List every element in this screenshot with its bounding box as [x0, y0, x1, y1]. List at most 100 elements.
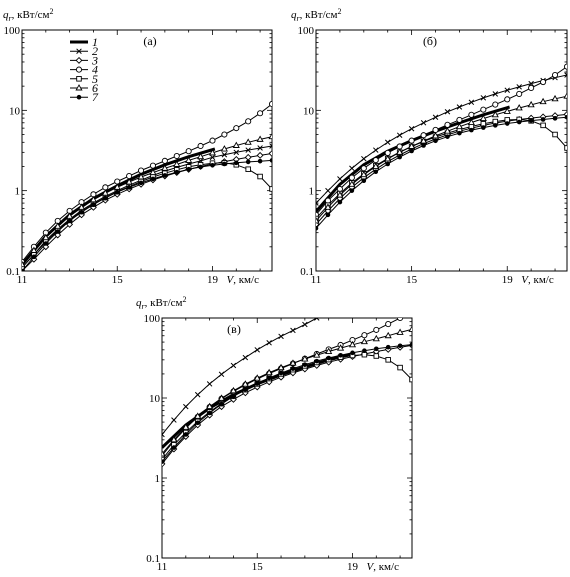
data-point-series-5	[257, 173, 263, 180]
data-point-series-7	[385, 161, 391, 167]
data-point-series-7	[316, 226, 319, 231]
data-point-series-2	[230, 362, 237, 369]
series-line-5	[22, 162, 272, 269]
data-point-series-6	[208, 149, 217, 156]
data-point-series-7	[91, 202, 96, 207]
legend-label-4: 4	[92, 63, 98, 77]
data-point-series-5	[409, 376, 412, 383]
data-point-series-6	[170, 435, 178, 443]
data-point-series-7	[269, 158, 272, 163]
data-point-series-7	[504, 121, 510, 126]
y-tick-label: 10	[149, 393, 161, 405]
data-point-series-2	[302, 321, 308, 328]
data-point-series-6	[515, 104, 523, 111]
y-tick-label: 1	[309, 186, 315, 198]
data-point-series-6	[527, 100, 535, 108]
data-point-series-7	[338, 352, 343, 358]
data-point-series-2	[254, 347, 260, 353]
data-point-series-6	[244, 138, 252, 145]
data-point-series-4	[420, 132, 427, 139]
data-point-series-6	[420, 137, 428, 144]
data-point-series-6	[408, 325, 412, 332]
legend-label-3: 3	[91, 53, 98, 67]
data-point-series-7	[171, 445, 177, 450]
series-group	[316, 63, 567, 231]
data-point-series-2	[361, 155, 367, 162]
data-point-series-6	[563, 92, 567, 99]
series-line-7	[162, 344, 412, 463]
y-tick-label: 10	[9, 105, 21, 117]
data-point-series-2	[194, 391, 201, 398]
data-point-series-2	[162, 431, 165, 438]
data-point-series-6	[539, 97, 547, 105]
data-point-series-7	[162, 459, 165, 464]
data-point-series-2	[564, 72, 567, 78]
y-axis-label: qr, кВт/см2	[3, 7, 54, 23]
data-point-series-6	[360, 337, 368, 345]
data-point-series-6	[325, 347, 333, 354]
legend-marker-3	[75, 56, 83, 64]
data-point-series-2	[278, 333, 284, 340]
data-point-series-7	[397, 343, 403, 349]
data-point-series-2	[221, 151, 228, 158]
data-point-series-6	[467, 118, 475, 125]
x-axis-label: V, км/с	[226, 274, 259, 286]
data-point-series-4	[360, 165, 367, 172]
series-line-7	[22, 159, 272, 271]
data-point-series-4	[126, 173, 133, 180]
data-point-series-2	[408, 125, 415, 132]
data-point-series-4	[161, 157, 168, 164]
data-point-series-6	[289, 359, 297, 366]
data-point-series-7	[114, 189, 120, 195]
data-point-series-2	[316, 200, 319, 206]
legend-label-5: 5	[92, 72, 98, 86]
series-line-5	[316, 118, 567, 219]
data-point-series-7	[266, 375, 272, 381]
data-point-series-4	[361, 332, 368, 339]
data-point-series-4	[173, 152, 180, 160]
data-point-series-6	[194, 412, 202, 419]
data-point-series-6	[268, 132, 272, 140]
x-tick-label: 19	[502, 274, 514, 286]
data-point-series-7	[445, 134, 450, 139]
data-point-series-7	[326, 355, 331, 361]
data-point-series-7	[79, 209, 84, 215]
x-tick-label: 15	[112, 274, 124, 286]
data-point-series-7	[540, 117, 546, 122]
series-group	[162, 318, 412, 468]
series-line-3	[316, 113, 567, 225]
data-point-series-2	[384, 139, 391, 146]
data-point-series-7	[207, 410, 212, 416]
x-tick-label: 15	[406, 274, 418, 286]
data-point-series-2	[349, 165, 355, 172]
data-point-series-4	[197, 142, 204, 150]
data-point-series-6	[161, 164, 169, 171]
data-point-series-5	[385, 357, 391, 363]
panel-title: (а)	[143, 34, 156, 48]
data-point-series-6	[348, 180, 356, 187]
data-point-series-6	[316, 217, 320, 224]
plot-frame	[315, 29, 568, 272]
data-point-series-7	[183, 432, 189, 437]
data-point-series-6	[551, 94, 559, 102]
plot-frame	[161, 317, 413, 559]
data-point-series-2	[373, 147, 379, 153]
data-point-series-7	[254, 381, 260, 386]
data-point-series-7	[564, 114, 567, 120]
data-point-series-7	[195, 420, 201, 426]
x-tick-label: 19	[347, 561, 359, 573]
y-axis-label: qr, кВт/см2	[291, 7, 342, 23]
data-point-series-3	[66, 220, 74, 228]
data-point-series-7	[138, 180, 144, 186]
data-point-series-2	[480, 95, 487, 101]
data-point-series-7	[22, 268, 25, 271]
data-point-series-7	[162, 173, 168, 178]
data-point-series-7	[469, 127, 474, 133]
series-line-4	[22, 103, 272, 263]
data-point-series-4	[563, 63, 567, 70]
data-point-series-6	[336, 191, 344, 198]
data-point-series-7	[290, 366, 296, 371]
y-tick-label: 10	[303, 105, 315, 117]
data-point-series-2	[528, 80, 534, 87]
series-line-7	[316, 116, 567, 229]
